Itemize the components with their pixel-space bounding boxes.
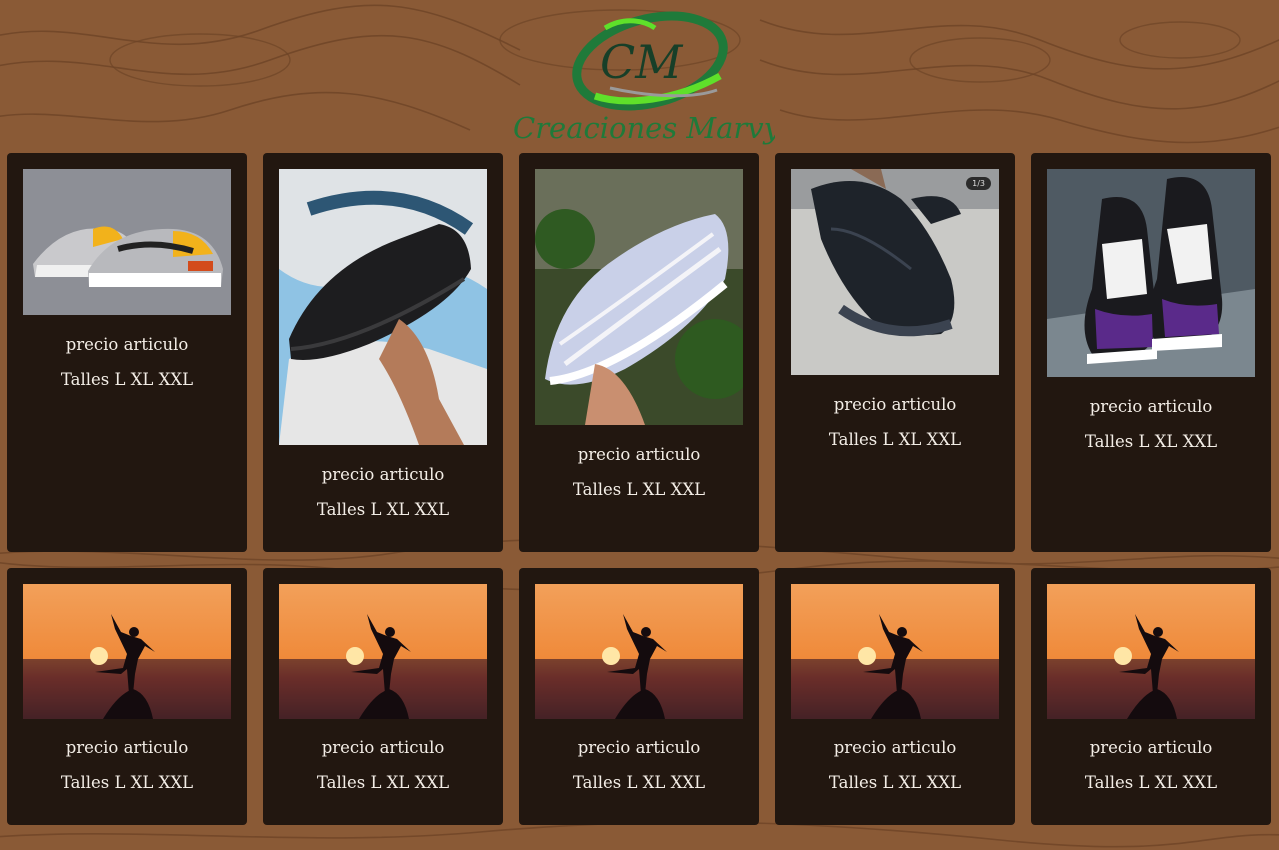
product-price: precio articulo: [1089, 397, 1213, 416]
product-card[interactable]: precio articulo Talles L XL XXL: [263, 153, 503, 552]
product-image[interactable]: [279, 584, 487, 719]
product-sizes: Talles L XL XXL: [828, 430, 962, 449]
product-image[interactable]: [791, 584, 999, 719]
product-image[interactable]: [535, 169, 743, 425]
product-image[interactable]: [279, 169, 487, 445]
product-image[interactable]: 1/3: [791, 169, 999, 375]
product-price: precio articulo: [65, 738, 189, 757]
product-card[interactable]: precio articulo Talles L XL XXL: [7, 153, 247, 552]
product-sizes: Talles L XL XXL: [828, 773, 962, 792]
product-sizes: Talles L XL XXL: [316, 500, 450, 519]
product-card[interactable]: precio articulo Talles L XL XXL: [1031, 153, 1271, 552]
product-sizes: Talles L XL XXL: [60, 370, 194, 389]
product-image[interactable]: [23, 169, 231, 315]
product-sizes: Talles L XL XXL: [1084, 432, 1218, 451]
product-image[interactable]: [1047, 169, 1255, 377]
product-price: precio articulo: [321, 738, 445, 757]
product-sizes: Talles L XL XXL: [60, 773, 194, 792]
product-image[interactable]: [1047, 584, 1255, 719]
product-sizes: Talles L XL XXL: [1084, 773, 1218, 792]
product-price: precio articulo: [833, 738, 957, 757]
product-card[interactable]: precio articulo Talles L XL XXL: [775, 568, 1015, 825]
image-counter-badge: 1/3: [966, 177, 991, 190]
product-price: precio articulo: [65, 335, 189, 354]
product-price: precio articulo: [577, 445, 701, 464]
product-card[interactable]: precio articulo Talles L XL XXL: [263, 568, 503, 825]
product-sizes: Talles L XL XXL: [316, 773, 450, 792]
logo-monogram: CM: [600, 35, 684, 89]
logo-brand-name: Creaciones Marvy: [513, 111, 775, 145]
product-card[interactable]: precio articulo Talles L XL XXL: [519, 568, 759, 825]
product-price: precio articulo: [1089, 738, 1213, 757]
product-sizes: Talles L XL XXL: [572, 480, 706, 499]
product-price: precio articulo: [833, 395, 957, 414]
product-card[interactable]: 1/3 precio articulo Talles L XL XXL: [775, 153, 1015, 552]
product-image[interactable]: [535, 584, 743, 719]
brand-logo[interactable]: CM Creaciones Marvy: [505, 6, 781, 156]
product-card[interactable]: precio articulo Talles L XL XXL: [7, 568, 247, 825]
product-card[interactable]: precio articulo Talles L XL XXL: [519, 153, 759, 552]
product-price: precio articulo: [577, 738, 701, 757]
product-card[interactable]: precio articulo Talles L XL XXL: [1031, 568, 1271, 825]
product-image[interactable]: [23, 584, 231, 719]
logo-graphic: CM Creaciones Marvy: [513, 11, 781, 145]
product-sizes: Talles L XL XXL: [572, 773, 706, 792]
product-price: precio articulo: [321, 465, 445, 484]
